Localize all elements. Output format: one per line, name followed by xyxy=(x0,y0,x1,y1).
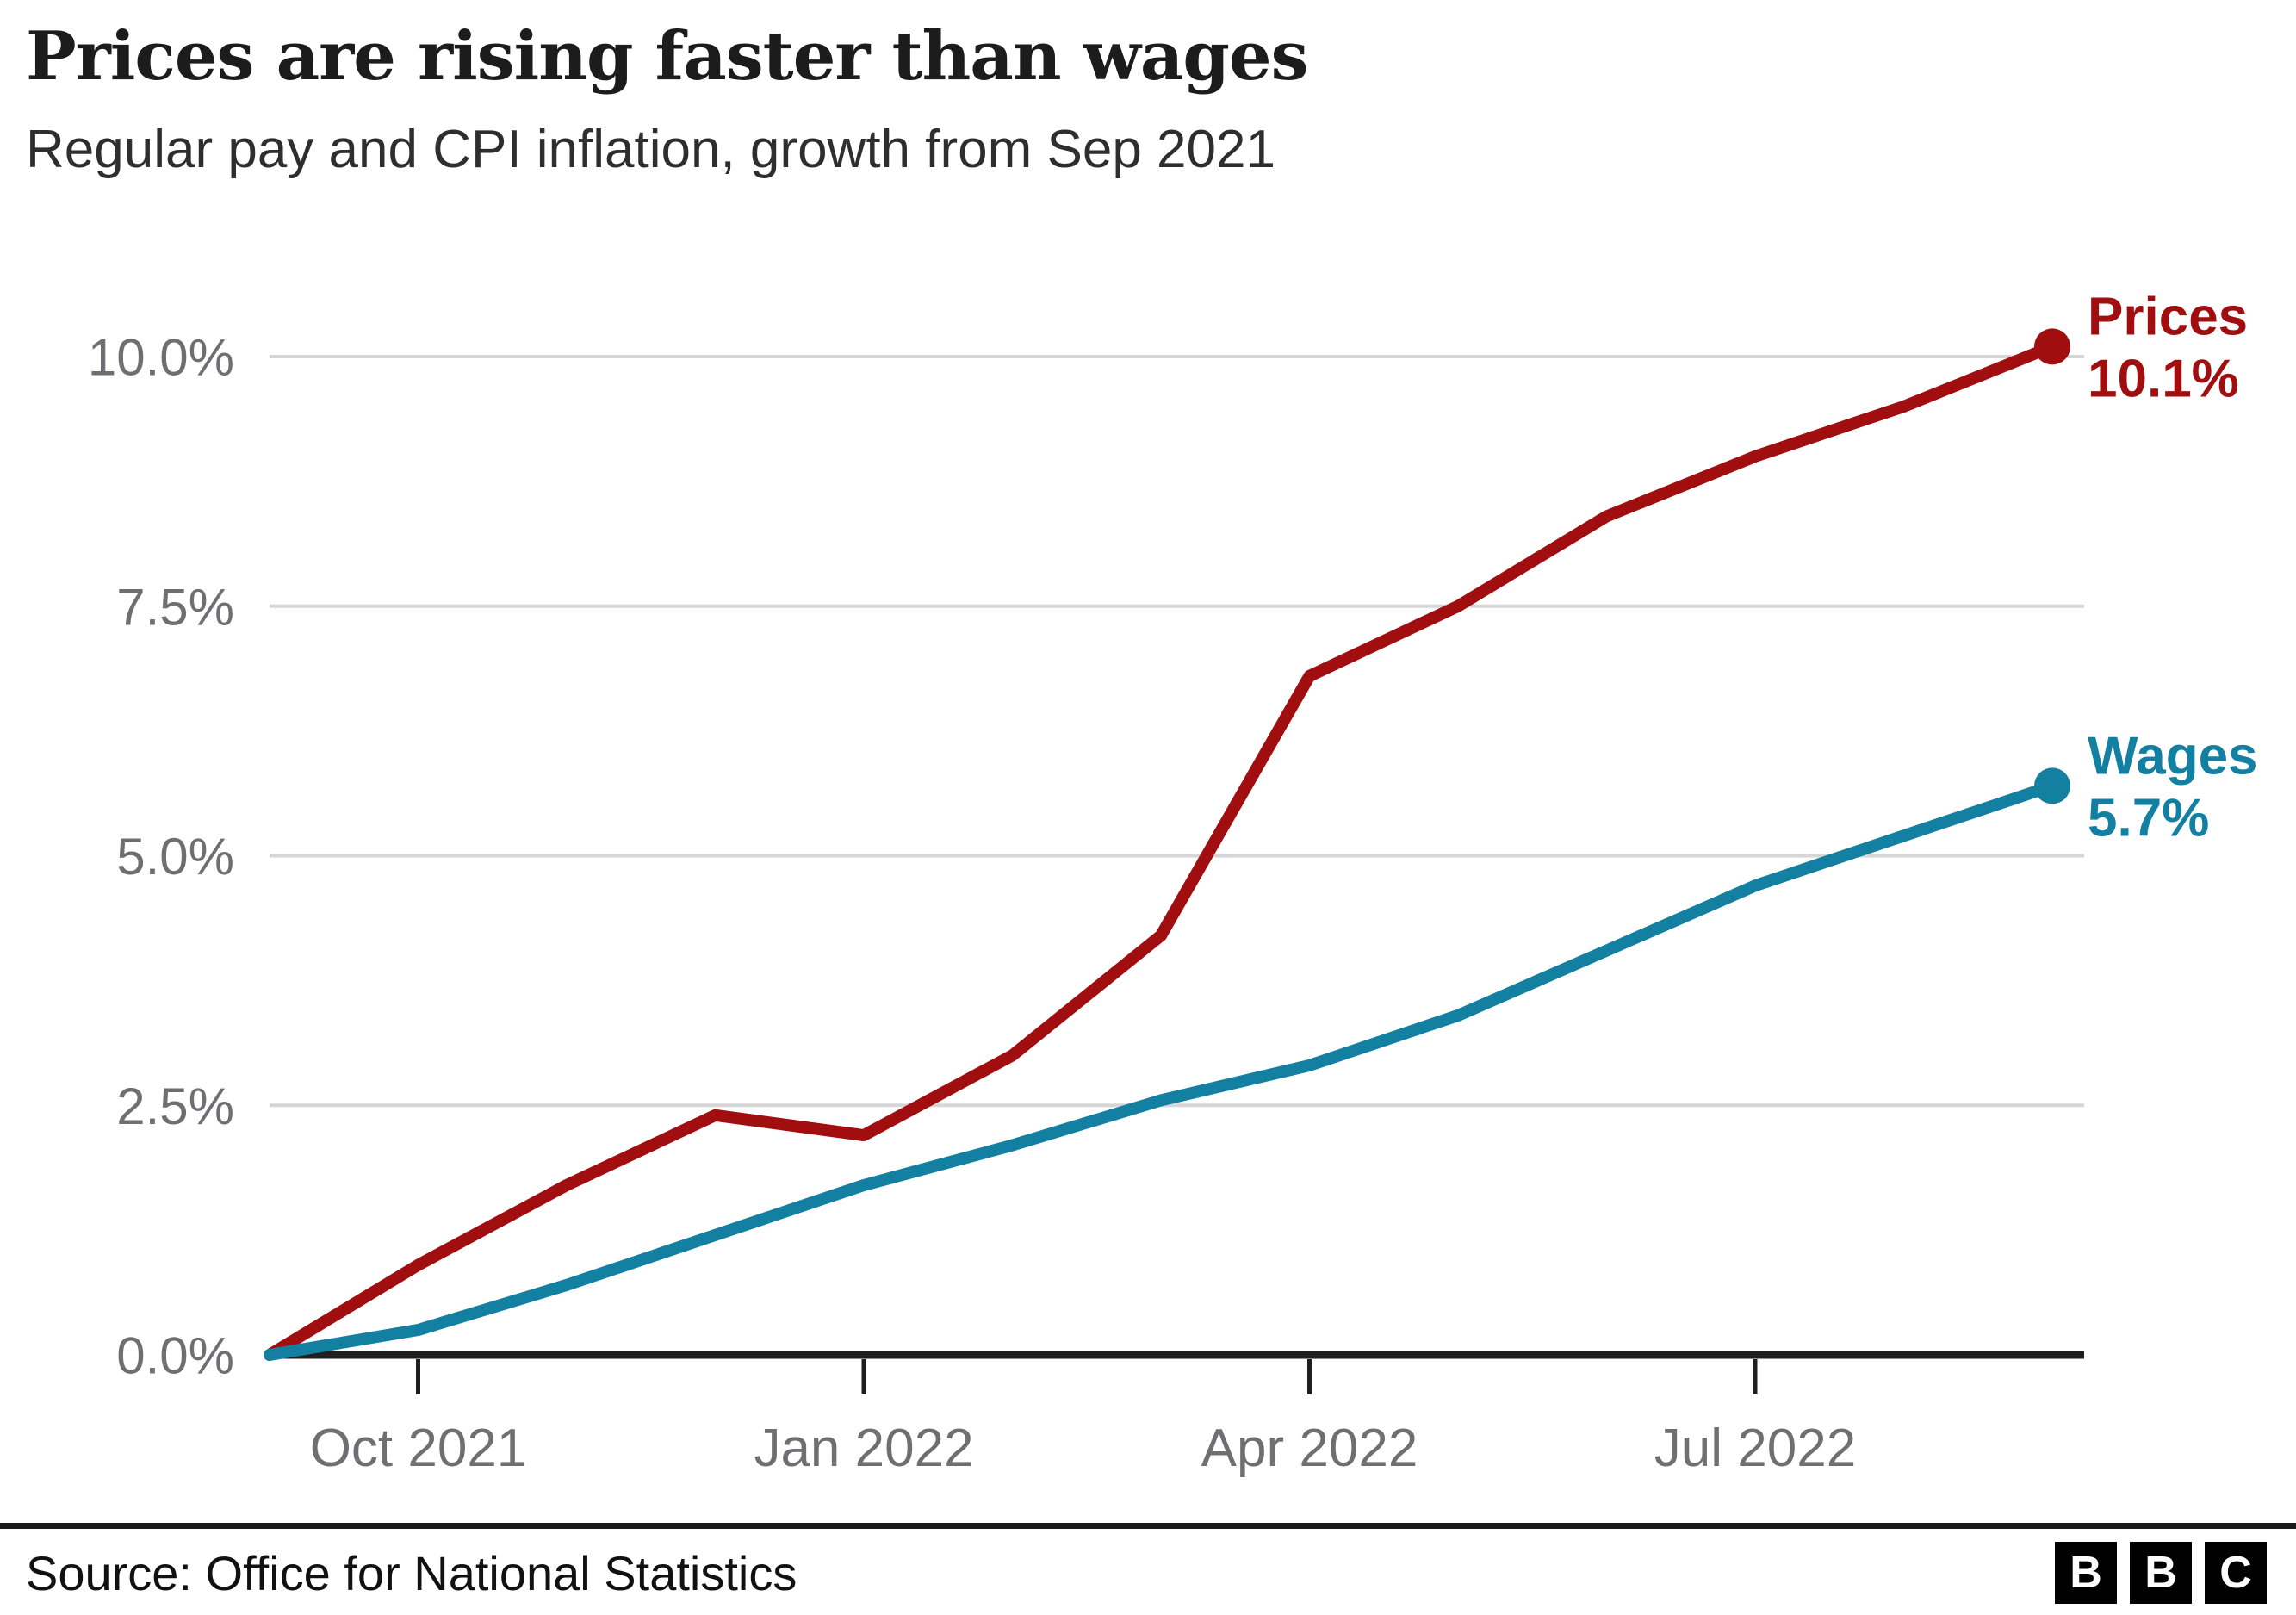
y-tick-label: 7.5% xyxy=(116,578,234,636)
x-tick-label: Jan 2022 xyxy=(754,1419,973,1478)
wages-end-label: Wages xyxy=(2088,726,2258,786)
prices-end-value: 10.1% xyxy=(2088,349,2239,408)
source-text: Source: Office for National Statistics xyxy=(26,1546,797,1600)
y-tick-label: 5.0% xyxy=(116,828,234,885)
chart-title: Prices are rising faster than wages xyxy=(26,17,1308,96)
bbc-logo-letter: B xyxy=(2144,1548,2177,1598)
wages-end-dot xyxy=(2034,767,2070,804)
footer-divider xyxy=(0,1523,2296,1529)
prices-end-dot xyxy=(2034,328,2070,365)
chart-subtitle: Regular pay and CPI inflation, growth fr… xyxy=(26,120,1275,180)
bbc-logo: B B C xyxy=(2055,1542,2267,1604)
wages-line xyxy=(264,780,2058,1361)
bbc-logo-letter: C xyxy=(2219,1548,2252,1598)
bbc-logo-block: C xyxy=(2205,1542,2267,1604)
y-tick-label: 10.0% xyxy=(88,329,234,387)
x-tick-label: Oct 2021 xyxy=(310,1419,527,1478)
chart-header: Prices are rising faster than wages Regu… xyxy=(26,17,2265,179)
prices-line xyxy=(264,340,2058,1361)
bbc-logo-block: B xyxy=(2130,1542,2192,1604)
prices-end-label: Prices xyxy=(2088,287,2248,346)
wages-end-value: 5.7% xyxy=(2088,788,2209,848)
x-tick-label: Jul 2022 xyxy=(1654,1419,1856,1478)
bbc-logo-letter: B xyxy=(2070,1548,2102,1598)
y-tick-label: 0.0% xyxy=(116,1327,234,1385)
y-tick-label: 2.5% xyxy=(116,1078,234,1135)
x-tick-label: Apr 2022 xyxy=(1201,1419,1418,1478)
bbc-logo-block: B xyxy=(2055,1542,2117,1604)
